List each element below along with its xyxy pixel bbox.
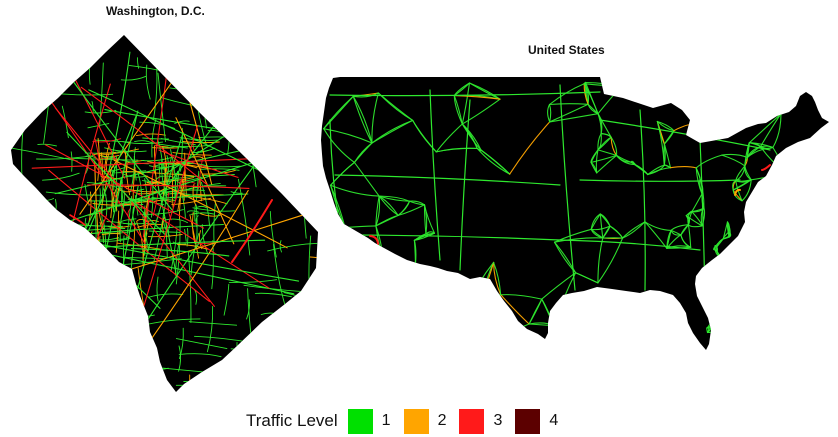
legend-label-level-3: 3 (493, 412, 503, 429)
dc-map (11, 35, 318, 392)
legend-swatch-level-4 (515, 408, 541, 434)
us-land-shape (321, 77, 829, 350)
legend-title: Traffic Level (246, 411, 338, 430)
legend-swatch-level-3 (459, 408, 485, 434)
legend-swatch-level-2 (403, 408, 429, 434)
legend-item-level-4: 4 (515, 408, 559, 434)
legend-swatch-level-1 (347, 408, 373, 434)
us-panel-title: United States (528, 43, 605, 57)
legend-item-level-2: 2 (403, 408, 447, 434)
legend-item-level-1: 1 (347, 408, 391, 434)
legend-item-level-3: 3 (459, 408, 503, 434)
traffic-legend: Traffic Level 1 2 3 4 (246, 408, 571, 434)
us-map (321, 77, 829, 350)
legend-label-level-4: 4 (549, 412, 559, 429)
legend-label-level-1: 1 (381, 412, 391, 429)
legend-label-level-2: 2 (437, 412, 447, 429)
dc-panel-title: Washington, D.C. (106, 4, 205, 18)
